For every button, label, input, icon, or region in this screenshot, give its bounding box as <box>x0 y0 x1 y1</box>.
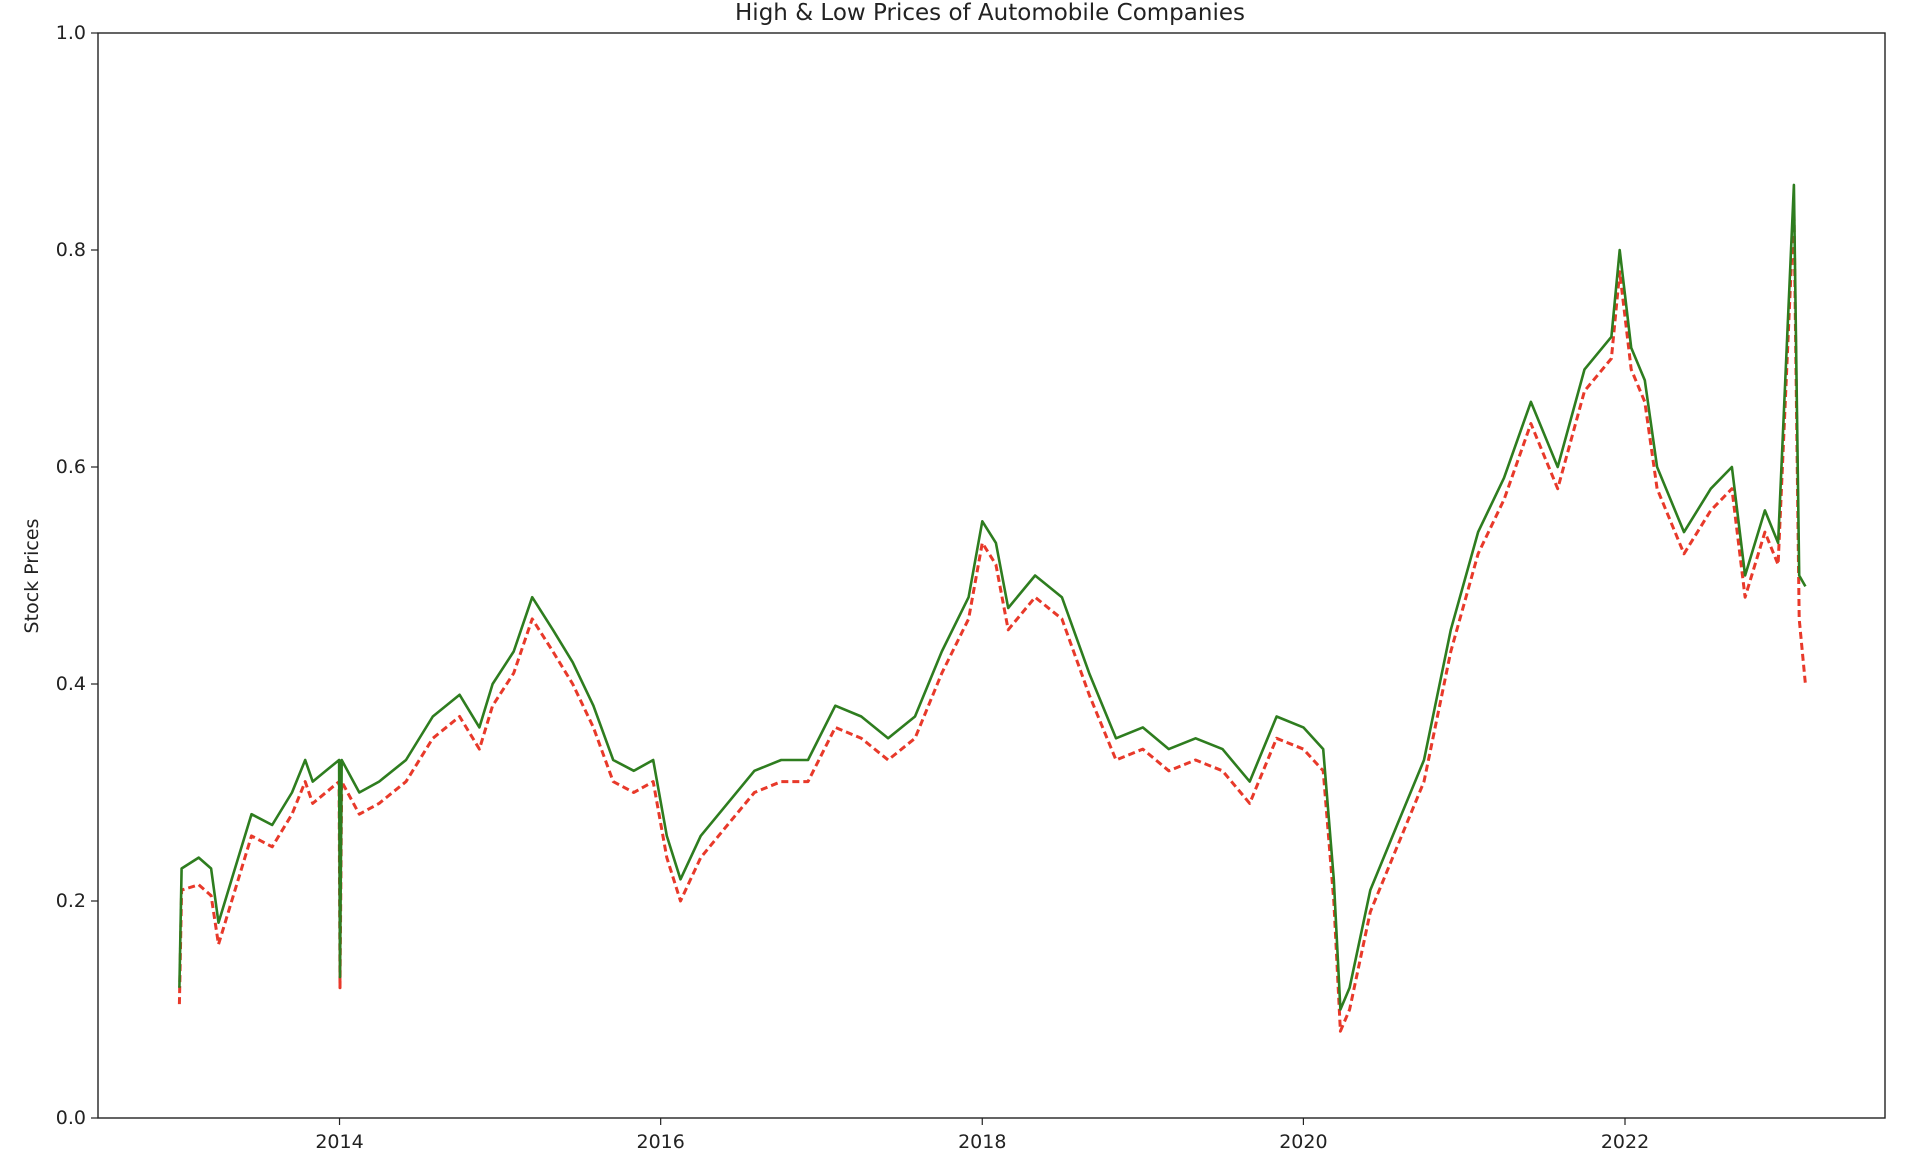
x-tick-label: 2020 <box>1279 1131 1327 1153</box>
series-line-dashed <box>177 205 1807 1033</box>
y-axis-label: Stock Prices <box>21 519 43 634</box>
y-axis: 0.0 0.2 0.4 0.6 0.8 1.0 <box>56 22 98 1129</box>
x-tick-label: 2014 <box>315 1131 363 1153</box>
series-line-solid <box>178 183 1807 1011</box>
plot-frame <box>97 32 1886 1119</box>
y-tick-label: 1.0 <box>56 22 86 44</box>
y-tick-label: 0.6 <box>56 456 86 478</box>
x-tick-label: 2022 <box>1601 1131 1649 1153</box>
chart-title: High & Low Prices of Automobile Companie… <box>735 0 1245 26</box>
plot-area <box>177 183 1807 1033</box>
x-tick-label: 2016 <box>636 1131 684 1153</box>
y-tick-label: 0.0 <box>56 1107 86 1129</box>
y-tick-label: 0.8 <box>56 239 86 261</box>
x-tick-label: 2018 <box>958 1131 1006 1153</box>
y-tick-label: 0.4 <box>56 673 86 695</box>
x-axis: 2014 2016 2018 2020 2022 <box>315 1118 1649 1153</box>
y-tick-label: 0.2 <box>56 890 86 912</box>
